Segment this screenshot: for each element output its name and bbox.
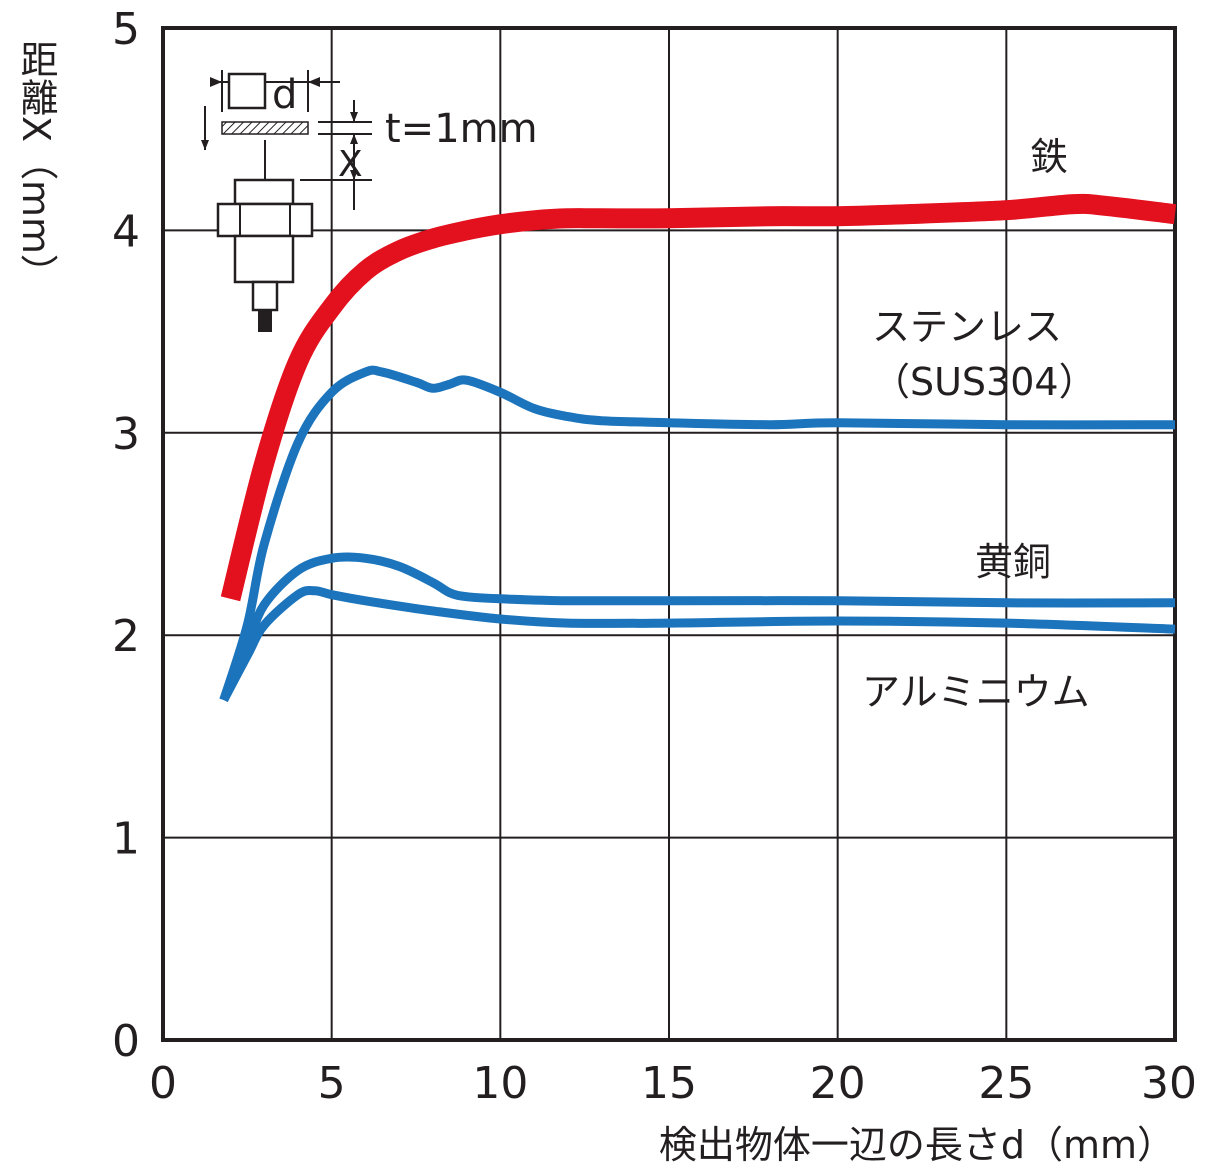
x-axis-ticks: 0 5 10 15 20 25 30 [149, 1058, 1197, 1109]
series-line-brass [219, 552, 1176, 702]
series-line-iron [220, 193, 1177, 602]
x-tick-label: 10 [472, 1058, 528, 1109]
x-tick-label: 30 [1141, 1058, 1197, 1109]
d-square-glyph [227, 72, 267, 110]
y-tick-label: 4 [112, 206, 140, 257]
series-line-aluminum [219, 585, 1176, 703]
grid-lines [163, 28, 1175, 1040]
x-tick-label: 5 [318, 1058, 346, 1109]
sensor-diagram: □d d t=1mm X [201, 70, 538, 332]
plot-frame [161, 26, 1177, 1042]
sensor-head [233, 178, 295, 206]
y-tick-label: 2 [112, 611, 140, 662]
y-axis-title: 距離X（mm） [14, 40, 58, 292]
x-tick-label: 0 [149, 1058, 177, 1109]
series-label-stainless-line2: （SUS304） [872, 360, 1097, 404]
sensor-cable [258, 310, 272, 332]
y-tick-label: 0 [112, 1016, 140, 1067]
inset-d-letter: d [272, 72, 297, 118]
target-plate [221, 121, 309, 135]
x-tick-label: 15 [641, 1058, 697, 1109]
series-line-stainless [219, 365, 1176, 702]
inset-x-label: X [338, 144, 363, 185]
series-label-iron: 鉄 [1030, 135, 1068, 179]
series-lines [219, 193, 1177, 703]
y-tick-label: 5 [112, 4, 140, 55]
y-tick-label: 1 [112, 814, 140, 865]
series-label-stainless-line1: ステンレス [872, 305, 1062, 349]
x-tick-label: 25 [978, 1058, 1034, 1109]
x-axis-title: 検出物体一辺の長さd（mm） [659, 1123, 1175, 1167]
y-tick-label: 3 [112, 409, 140, 460]
sensor-nut [216, 202, 314, 238]
y-axis-ticks: 0 1 2 3 4 5 [112, 4, 140, 1067]
series-label-aluminum: アルミニウム [862, 670, 1090, 714]
x-tick-label: 20 [810, 1058, 866, 1109]
series-label-brass: 黄銅 [975, 540, 1051, 584]
inset-t-label: t=1mm [385, 106, 538, 152]
sensor-body [233, 234, 295, 284]
sensor-tail [251, 280, 279, 312]
